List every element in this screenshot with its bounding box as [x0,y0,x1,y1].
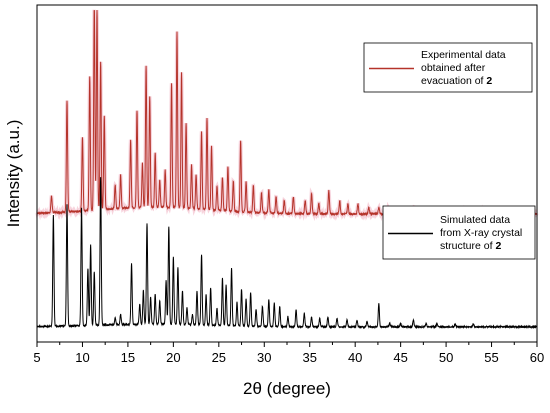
legend-text-line: Experimental data [421,49,506,61]
x-tick-label: 30 [257,350,271,365]
x-tick-label: 45 [393,350,407,365]
x-axis-title: 2θ (degree) [243,379,331,398]
x-tick-label: 5 [33,350,40,365]
legend-text-line: structure of 2 [440,240,501,252]
legend-box [363,42,533,93]
x-tick-label: 20 [166,350,180,365]
y-axis-title: Intensity (a.u.) [4,120,23,228]
series-line-experimental [36,9,538,217]
series-line-simulated [36,177,538,330]
legend-text-line: obtained after [421,62,486,74]
x-tick-label: 10 [75,350,89,365]
x-tick-label: 50 [439,350,453,365]
legend-text-line: evacuation of 2 [421,75,492,87]
x-tick-label: 60 [530,350,544,365]
series-line-experimental-glow [35,9,539,222]
legend-text-line: Simulated data [440,214,510,226]
x-ticks: 5 10 15 20 25 30 35 40 45 50 55 60 [33,342,544,365]
x-tick-label: 40 [348,350,362,365]
x-tick-label: 15 [121,350,135,365]
legend-box [382,205,536,260]
x-tick-label: 25 [212,350,226,365]
x-tick-label: 55 [484,350,498,365]
x-tick-label: 35 [302,350,316,365]
legend-text-line: from X-ray crystal [440,227,522,239]
